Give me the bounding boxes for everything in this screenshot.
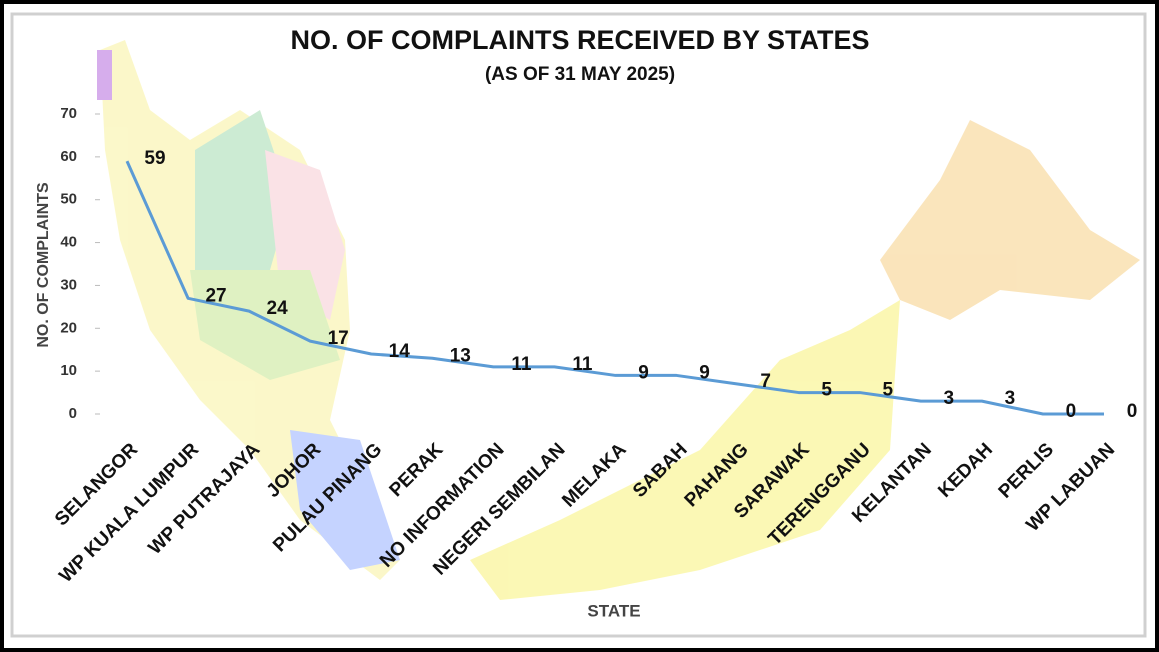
- data-label: 5: [821, 380, 832, 401]
- y-tick-label: 30: [60, 276, 77, 293]
- region: [265, 150, 345, 320]
- y-tick-label: 70: [60, 105, 77, 122]
- y-tick-label: 60: [60, 148, 77, 165]
- y-tick-label: 0: [69, 405, 77, 422]
- data-label: 24: [267, 298, 289, 319]
- data-label: 11: [572, 354, 593, 375]
- y-tick-label: 50: [60, 191, 77, 208]
- borneo-east: [880, 120, 1140, 320]
- y-tick-label: 20: [60, 319, 77, 336]
- data-label: 5: [882, 380, 893, 401]
- data-label: 0: [1127, 401, 1138, 422]
- x-axis-title: STATE: [587, 601, 640, 620]
- data-label: 9: [638, 362, 649, 383]
- data-label: 13: [450, 345, 471, 366]
- region: [195, 110, 290, 270]
- borneo-west: [470, 300, 900, 600]
- y-axis-title: NO. OF COMPLAINTS: [35, 182, 52, 348]
- inner-frame: [10, 12, 1147, 638]
- region: [290, 430, 400, 570]
- y-tick-label: 10: [60, 362, 77, 379]
- data-label: 59: [144, 148, 165, 169]
- chart-subtitle: (AS OF 31 MAY 2025): [485, 64, 675, 85]
- data-label: 7: [760, 371, 771, 392]
- data-label: 27: [205, 285, 226, 306]
- y-tick-label: 40: [60, 234, 77, 251]
- region: [97, 50, 112, 100]
- data-label: 3: [944, 388, 955, 409]
- data-label: 0: [1066, 401, 1077, 422]
- region: [190, 270, 340, 380]
- data-label: 14: [389, 341, 411, 362]
- chart-title: NO. OF COMPLAINTS RECEIVED BY STATES: [290, 25, 869, 55]
- data-label: 3: [1005, 388, 1016, 409]
- data-label: 17: [328, 328, 349, 349]
- data-label: 11: [511, 354, 532, 375]
- data-label: 9: [699, 362, 710, 383]
- line-series: [125, 160, 1104, 416]
